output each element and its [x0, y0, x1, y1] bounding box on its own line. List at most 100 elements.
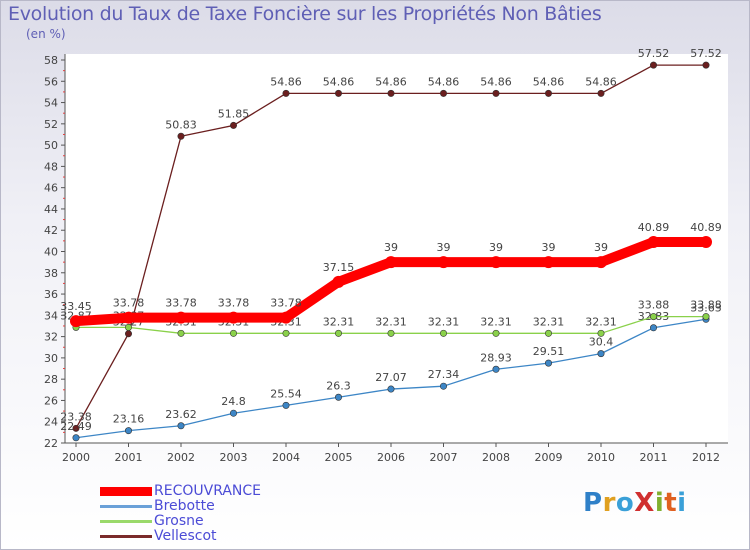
data-label-brebotte-2005: 26.3	[326, 379, 351, 392]
data-label-brebotte-2000: 22.49	[60, 420, 92, 433]
data-point-vellescot-2004	[282, 89, 290, 97]
y-tick-label-30: 30	[44, 352, 58, 365]
x-tick-label-2010: 2010	[587, 451, 615, 464]
data-point-grosne-2002	[177, 329, 185, 337]
x-tick-label-2007: 2007	[430, 451, 458, 464]
y-tick-label-36: 36	[44, 288, 58, 301]
legend-item-recouvrance[interactable]: RECOUVRANCE	[100, 484, 261, 499]
data-point-brebotte-2005	[334, 393, 342, 401]
data-label-vellescot-2009: 54.86	[533, 75, 565, 88]
y-tick-label-40: 40	[44, 246, 58, 259]
data-label-vellescot-2008: 54.86	[480, 75, 512, 88]
data-label-brebotte-2010: 30.4	[589, 336, 614, 349]
data-label-recouvrance-2007: 39	[437, 241, 451, 254]
data-label-vellescot-2012: 57.52	[690, 47, 722, 60]
logo-letter: i	[654, 488, 665, 518]
y-tick-label-46: 46	[44, 182, 58, 195]
data-label-brebotte-2004: 25.54	[270, 387, 302, 400]
y-tick-label-22: 22	[44, 437, 58, 450]
y-tick-label-54: 54	[44, 97, 58, 110]
data-point-recouvrance-2001	[122, 311, 135, 324]
data-point-recouvrance-2003	[227, 311, 240, 324]
data-point-vellescot-2012	[702, 61, 710, 69]
data-label-grosne-2010: 32.31	[585, 315, 617, 328]
y-tick-label-42: 42	[44, 224, 58, 237]
data-point-recouvrance-2010	[595, 256, 607, 269]
data-point-brebotte-2003	[230, 409, 238, 417]
data-point-grosne-2011	[649, 313, 657, 321]
x-tick-label-2002: 2002	[167, 451, 195, 464]
data-label-recouvrance-2008: 39	[489, 241, 503, 254]
data-label-grosne-2011: 33.88	[638, 299, 670, 312]
data-point-grosne-2008	[492, 329, 500, 337]
data-point-vellescot-2003	[230, 121, 238, 129]
y-tick-label-32: 32	[44, 331, 58, 344]
y-tick-label-26: 26	[44, 394, 58, 407]
data-point-recouvrance-2004	[280, 311, 292, 324]
data-label-grosne-2005: 32.31	[323, 315, 355, 328]
x-tick-label-2012: 2012	[692, 451, 720, 464]
y-tick-label-48: 48	[44, 160, 58, 173]
data-point-recouvrance-2007	[437, 256, 450, 269]
data-point-brebotte-2007	[439, 382, 447, 390]
data-label-brebotte-2001: 23.16	[113, 413, 145, 426]
x-tick-label-2009: 2009	[535, 451, 563, 464]
data-point-grosne-2007	[439, 329, 447, 337]
data-point-vellescot-2006	[387, 89, 395, 97]
data-label-vellescot-2006: 54.86	[375, 75, 407, 88]
logo-letter: r	[602, 488, 616, 518]
y-tick-label-56: 56	[44, 75, 58, 88]
data-label-brebotte-2012: 33.63	[690, 301, 722, 314]
data-point-brebotte-2004	[282, 401, 290, 409]
data-label-recouvrance-2000: 33.45	[60, 300, 92, 313]
chart-legend: RECOUVRANCE Brebotte Grosne Vellescot	[100, 484, 261, 544]
logo-letter: o	[615, 488, 635, 518]
logo-letter: P	[583, 488, 603, 518]
data-label-recouvrance-2012: 40.89	[690, 221, 722, 234]
y-axis-unit-label: (en %)	[26, 27, 66, 41]
data-point-recouvrance-2002	[175, 311, 187, 324]
data-label-recouvrance-2004: 33.78	[270, 297, 302, 310]
legend-label-recouvrance: RECOUVRANCE	[154, 483, 262, 499]
legend-swatch-bar-grosne	[100, 520, 152, 523]
data-point-brebotte-2008	[492, 365, 500, 373]
data-point-grosne-2006	[387, 329, 395, 337]
data-point-vellescot-2001	[125, 330, 133, 338]
data-label-brebotte-2002: 23.62	[165, 408, 197, 421]
data-label-recouvrance-2003: 33.78	[218, 297, 250, 310]
data-point-vellescot-2007	[439, 89, 447, 97]
data-point-vellescot-2010	[597, 89, 605, 97]
data-label-grosne-2007: 32.31	[428, 315, 460, 328]
data-label-grosne-2008: 32.31	[480, 315, 512, 328]
data-label-recouvrance-2010: 39	[594, 241, 608, 254]
data-point-grosne-2005	[334, 329, 342, 337]
y-tick-label-58: 58	[44, 54, 58, 67]
data-point-vellescot-2000	[72, 424, 80, 432]
data-label-recouvrance-2009: 39	[542, 241, 556, 254]
data-label-brebotte-2007: 27.34	[428, 368, 460, 381]
data-label-vellescot-2007: 54.86	[428, 75, 460, 88]
legend-item-vellescot[interactable]: Vellescot	[100, 529, 261, 544]
legend-swatch-bar-recouvrance	[100, 487, 152, 496]
data-label-vellescot-2002: 50.83	[165, 118, 197, 131]
legend-item-grosne[interactable]: Grosne	[100, 514, 261, 529]
data-point-recouvrance-2006	[385, 256, 397, 269]
legend-swatch-bar-vellescot	[100, 535, 152, 538]
data-point-vellescot-2009	[544, 89, 552, 97]
data-label-vellescot-2003: 51.85	[218, 107, 250, 120]
legend-swatch-vellescot	[100, 535, 152, 538]
legend-label-brebotte: Brebotte	[154, 498, 215, 514]
data-point-brebotte-2011	[649, 324, 657, 332]
y-tick-label-44: 44	[44, 203, 58, 216]
data-point-vellescot-2005	[334, 89, 342, 97]
data-point-vellescot-2002	[177, 132, 185, 140]
legend-swatch-grosne	[100, 520, 152, 523]
data-point-grosne-2010	[597, 329, 605, 337]
data-label-vellescot-2004: 54.86	[270, 75, 302, 88]
y-tick-label-50: 50	[44, 139, 58, 152]
data-label-vellescot-2000: 23.38	[60, 410, 92, 423]
data-point-brebotte-2000	[72, 434, 80, 442]
legend-item-brebotte[interactable]: Brebotte	[100, 499, 261, 514]
x-tick-label-2005: 2005	[325, 451, 353, 464]
